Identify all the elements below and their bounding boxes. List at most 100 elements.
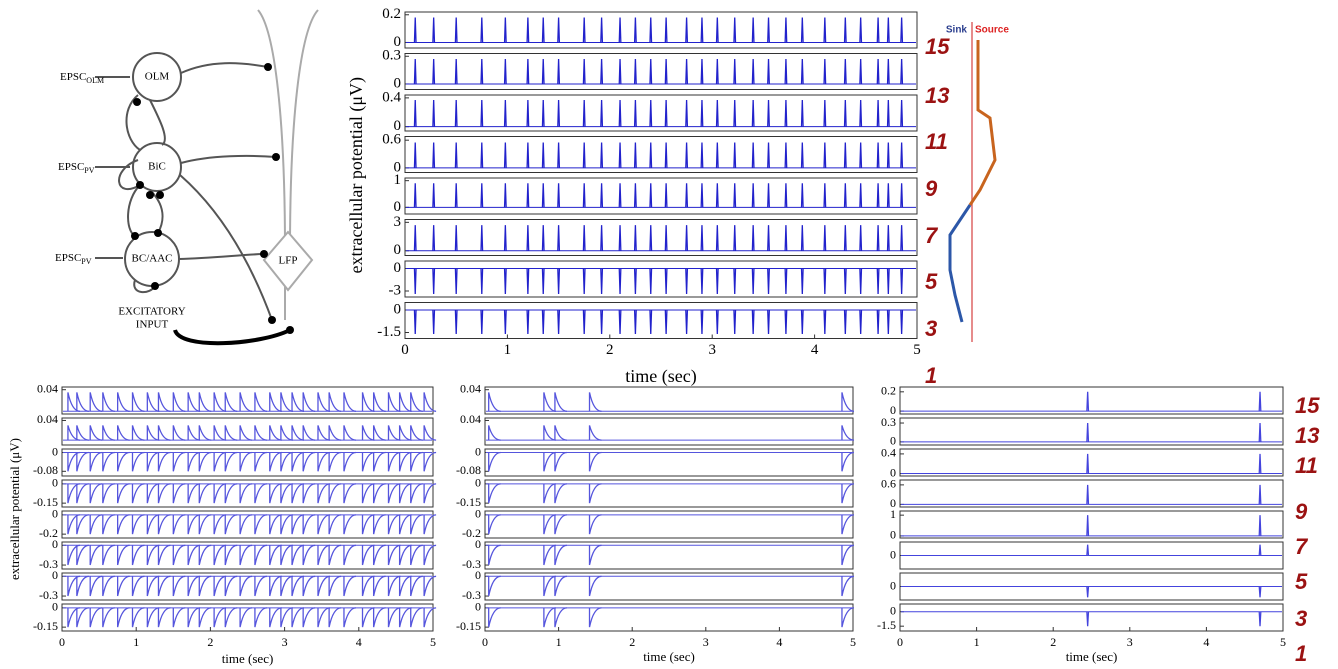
spike	[823, 142, 827, 168]
spike	[328, 544, 342, 566]
spike	[280, 451, 293, 472]
spike	[172, 392, 186, 412]
spike	[423, 451, 437, 472]
spike	[503, 100, 507, 127]
spike	[618, 268, 622, 295]
spike	[784, 183, 788, 208]
spike	[633, 183, 637, 208]
spike	[649, 100, 653, 127]
spike	[554, 483, 568, 504]
spike	[372, 544, 386, 566]
spike	[1258, 453, 1262, 474]
spike	[328, 607, 342, 628]
x-tick-label: 5	[850, 635, 856, 649]
x-tick-label: 0	[482, 635, 488, 649]
spike	[157, 425, 171, 441]
x-tick-label: 4	[811, 342, 819, 358]
spike	[823, 225, 827, 251]
spike	[432, 309, 436, 335]
y-tick-label: 0	[52, 600, 58, 614]
node-label: BC/AAC	[132, 253, 173, 265]
spike	[480, 225, 484, 251]
depth-label: 5	[1295, 569, 1308, 594]
spike	[649, 142, 653, 168]
spike	[685, 309, 689, 335]
spike	[302, 392, 316, 412]
spike	[224, 392, 238, 412]
spike	[859, 17, 863, 43]
spike	[876, 268, 880, 295]
spike	[76, 607, 89, 628]
spike	[410, 425, 423, 441]
spike	[503, 183, 507, 208]
spike	[1258, 422, 1262, 442]
spike	[1258, 484, 1262, 505]
spike	[664, 309, 668, 335]
x-tick-label: 4	[1203, 635, 1209, 649]
spike	[131, 392, 145, 412]
spike	[843, 100, 847, 127]
spike	[328, 575, 342, 597]
spike	[157, 483, 171, 504]
spike	[843, 225, 847, 251]
node	[132, 142, 182, 192]
spike	[280, 514, 293, 535]
y-tick-label: 0	[394, 159, 402, 175]
spike	[280, 575, 293, 597]
spike	[187, 544, 201, 566]
spike	[685, 225, 689, 251]
spike	[387, 607, 401, 628]
spike	[1258, 391, 1262, 412]
spike	[543, 575, 556, 597]
y-tick-label: 0	[394, 260, 402, 276]
spike	[213, 544, 227, 566]
spike	[541, 59, 545, 84]
spike	[784, 309, 788, 335]
spike	[410, 575, 423, 597]
spike	[224, 514, 238, 535]
epsc: EPSC	[60, 71, 86, 83]
x-tick-label: 3	[1127, 635, 1133, 649]
y-tick-label: -0.3	[462, 557, 481, 571]
y-tick-label: -0.15	[33, 619, 58, 633]
spike	[398, 575, 412, 597]
spike	[398, 483, 412, 504]
spike	[423, 575, 437, 597]
spike	[841, 544, 855, 566]
spike	[361, 575, 375, 597]
spike	[187, 425, 201, 441]
spike	[503, 225, 507, 251]
panel-frame	[61, 572, 434, 601]
panel-frame	[61, 603, 434, 632]
spike	[1086, 586, 1090, 598]
spike	[454, 309, 458, 335]
spike	[784, 268, 788, 295]
spike	[117, 607, 130, 628]
spike	[600, 142, 604, 168]
spike	[488, 451, 501, 472]
spike	[198, 451, 212, 472]
spike	[317, 392, 331, 412]
spike	[343, 575, 357, 597]
spike	[213, 451, 227, 472]
spike	[157, 607, 171, 628]
x-tick-label: 1	[974, 635, 980, 649]
spike	[67, 514, 81, 535]
spike	[526, 17, 530, 43]
epsc-label: EPSCPV	[58, 161, 95, 175]
spike	[398, 514, 412, 535]
spike	[239, 575, 253, 597]
spike	[715, 268, 719, 295]
spike	[398, 392, 412, 412]
depth-label: 15	[925, 34, 950, 59]
depth-label: 15	[1295, 393, 1320, 418]
panel-frame	[404, 11, 918, 49]
spike	[843, 268, 847, 295]
spike	[700, 59, 704, 84]
spike	[823, 309, 827, 335]
spike	[269, 514, 282, 535]
spike	[131, 544, 145, 566]
spike	[751, 59, 755, 84]
depth-label: 11	[925, 129, 948, 154]
